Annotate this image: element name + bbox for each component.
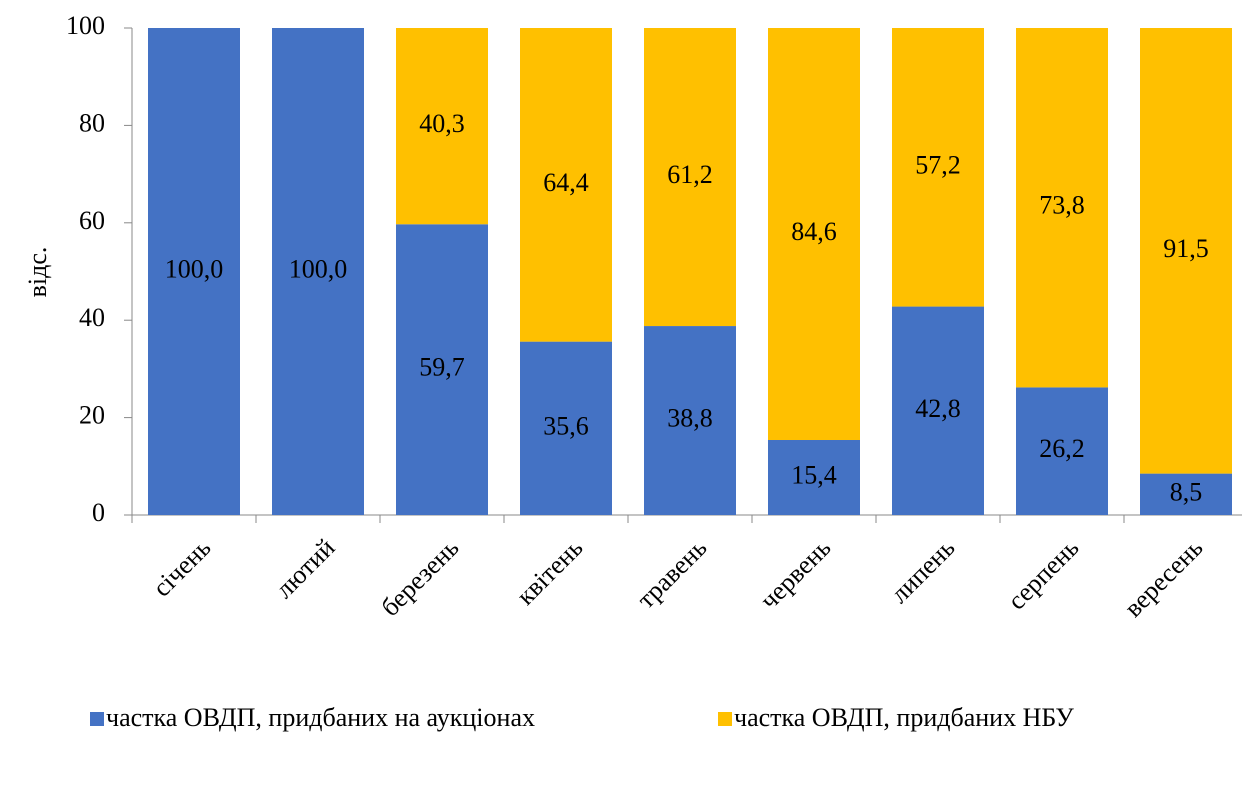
data-label: 38,8	[667, 403, 713, 432]
data-label: 91,5	[1163, 234, 1209, 263]
legend-label: частка ОВДП, придбаних на аукціонах	[106, 703, 535, 732]
x-tick-label: серпень	[1002, 533, 1085, 616]
y-tick-label: 0	[92, 498, 105, 527]
y-tick-label: 40	[79, 303, 105, 332]
bar-segment	[768, 28, 860, 441]
x-tick-label: березень	[375, 533, 464, 622]
data-label: 100,0	[289, 254, 348, 283]
x-tick-label: січень	[147, 533, 217, 603]
bar-segment	[520, 341, 612, 515]
data-label: 8,5	[1170, 477, 1203, 506]
data-label: 42,8	[915, 394, 961, 423]
data-label: 73,8	[1039, 191, 1085, 220]
bar-segment	[148, 28, 240, 515]
data-label: 84,6	[791, 217, 837, 246]
bar-segment	[1016, 387, 1108, 515]
data-label: 57,2	[915, 150, 961, 179]
x-tick-label: травень	[631, 533, 712, 614]
bar-segment	[1016, 28, 1108, 388]
bar-segment	[892, 28, 984, 307]
legend-label: частка ОВДП, придбаних НБУ	[734, 703, 1074, 732]
x-tick-label: вересень	[1119, 533, 1209, 623]
bar-segment	[1140, 473, 1232, 515]
x-tick-label: червень	[754, 533, 836, 615]
data-label: 100,0	[165, 254, 224, 283]
x-tick-label: квітень	[511, 533, 589, 611]
y-tick-label: 80	[79, 108, 105, 137]
data-label: 40,3	[419, 109, 465, 138]
y-axis-label: відс.	[23, 247, 52, 298]
bar-segment	[396, 224, 488, 516]
data-label: 15,4	[791, 460, 837, 489]
bar-segment	[644, 28, 736, 327]
bar-segment	[768, 440, 860, 515]
data-label: 35,6	[543, 411, 589, 440]
bar-segment	[644, 326, 736, 515]
bar-segment	[396, 28, 488, 225]
data-label: 26,2	[1039, 434, 1085, 463]
bar-segment	[272, 28, 364, 515]
x-tick-label: липень	[885, 533, 961, 609]
legend-swatch	[718, 712, 732, 726]
x-tick-label: лютий	[270, 533, 341, 604]
bar-segment	[892, 306, 984, 515]
legend-swatch	[90, 712, 104, 726]
bar-segment	[1140, 28, 1232, 474]
y-tick-label: 20	[79, 401, 105, 430]
data-label: 61,2	[667, 160, 713, 189]
data-label: 59,7	[419, 353, 465, 382]
y-tick-label: 60	[79, 206, 105, 235]
bar-segment	[520, 28, 612, 342]
y-tick-label: 100	[66, 11, 105, 40]
data-label: 64,4	[543, 168, 589, 197]
